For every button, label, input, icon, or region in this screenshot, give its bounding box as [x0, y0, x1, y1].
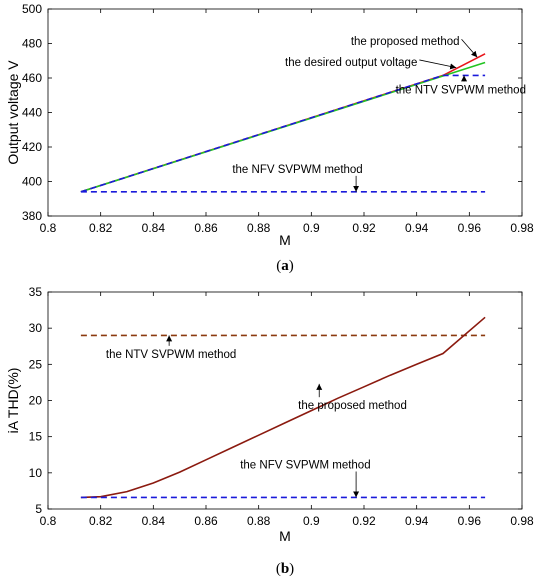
annotation-arrow [419, 59, 457, 70]
x-tick-label: 0.88 [247, 221, 271, 235]
x-tick-label: 0.94 [405, 221, 429, 235]
panel-caption-letter: b [281, 561, 289, 577]
x-tick-label: 0.84 [142, 514, 166, 528]
y-tick-label: 25 [29, 357, 43, 371]
chart-panel-b: 0.8 0.82 0.84 0.86 0.88 0.9 0.92 0.94 0.96 0.98 5 1… [5, 285, 534, 577]
y-tick-label: 35 [29, 285, 43, 299]
panel-caption-paren: ( [276, 561, 281, 577]
annotation-label: the NFV SVPWM method [240, 459, 370, 471]
x-tick-label: 0.98 [510, 221, 534, 235]
panel-caption-paren: ) [289, 561, 294, 577]
x-tick-label: 0.82 [89, 221, 113, 235]
y-axis-label: Output voltage V [5, 60, 21, 165]
plot-area [47, 291, 523, 510]
plot-area [47, 8, 523, 217]
x-tick-label: 0.88 [247, 514, 271, 528]
x-tick-label: 0.96 [458, 221, 482, 235]
x-tick-label: 0.98 [510, 514, 534, 528]
annotation-label: the NTV SVPWM method [106, 349, 236, 361]
y-tick-label: 5 [35, 502, 42, 516]
x-tick-label: 0.9 [303, 514, 320, 528]
series-line-the-ntv-svpwm-method [80, 74, 486, 193]
x-axis-label: M [279, 528, 291, 544]
x-tick-label: 0.84 [142, 221, 166, 235]
y-tick-label: 440 [22, 106, 42, 120]
x-tick-label: 0.8 [40, 221, 57, 235]
y-tick-label: 10 [29, 466, 43, 480]
y-tick-label: 500 [22, 2, 42, 16]
y-axis-label: iA THD(%) [5, 368, 21, 434]
x-tick-label: 0.8 [40, 514, 57, 528]
series-line-the-proposed-method [80, 316, 486, 499]
x-tick-label: 0.92 [352, 221, 376, 235]
x-tick-label: 0.96 [458, 514, 482, 528]
y-tick-label: 15 [29, 430, 43, 444]
annotation-label: the NFV SVPWM method [232, 164, 362, 176]
y-tick-label: 20 [29, 394, 43, 408]
annotation-label: the NTV SVPWM method [396, 85, 526, 97]
panel-caption: (b) [276, 561, 294, 577]
x-tick-label: 0.9 [303, 221, 320, 235]
x-tick-label: 0.86 [194, 514, 218, 528]
x-tick-label: 0.82 [89, 514, 113, 528]
y-tick-label: 480 [22, 37, 42, 51]
panel-caption: (a) [276, 258, 294, 274]
panel-caption-paren: ( [276, 258, 281, 274]
x-axis-label: M [279, 232, 291, 248]
y-tick-label: 420 [22, 140, 42, 154]
chart-panel-a: 0.8 0.82 0.84 0.86 0.88 0.9 0.92 0.94 0.96 0.98 38… [5, 2, 534, 274]
x-tick-label: 0.94 [405, 514, 429, 528]
annotation-label: the desired output voltage [285, 57, 417, 69]
y-tick-label: 380 [22, 209, 42, 223]
y-tick-label: 400 [22, 175, 42, 189]
panel-caption-paren: ) [289, 258, 294, 274]
x-tick-label: 0.92 [352, 514, 376, 528]
panel-caption-letter: a [281, 258, 289, 274]
x-tick-label: 0.86 [194, 221, 218, 235]
y-tick-label: 30 [29, 321, 43, 335]
annotation-arrow [461, 38, 478, 58]
y-tick-label: 460 [22, 71, 42, 85]
annotation-label: the proposed method [298, 400, 407, 412]
annotation-label: the proposed method [351, 36, 460, 48]
